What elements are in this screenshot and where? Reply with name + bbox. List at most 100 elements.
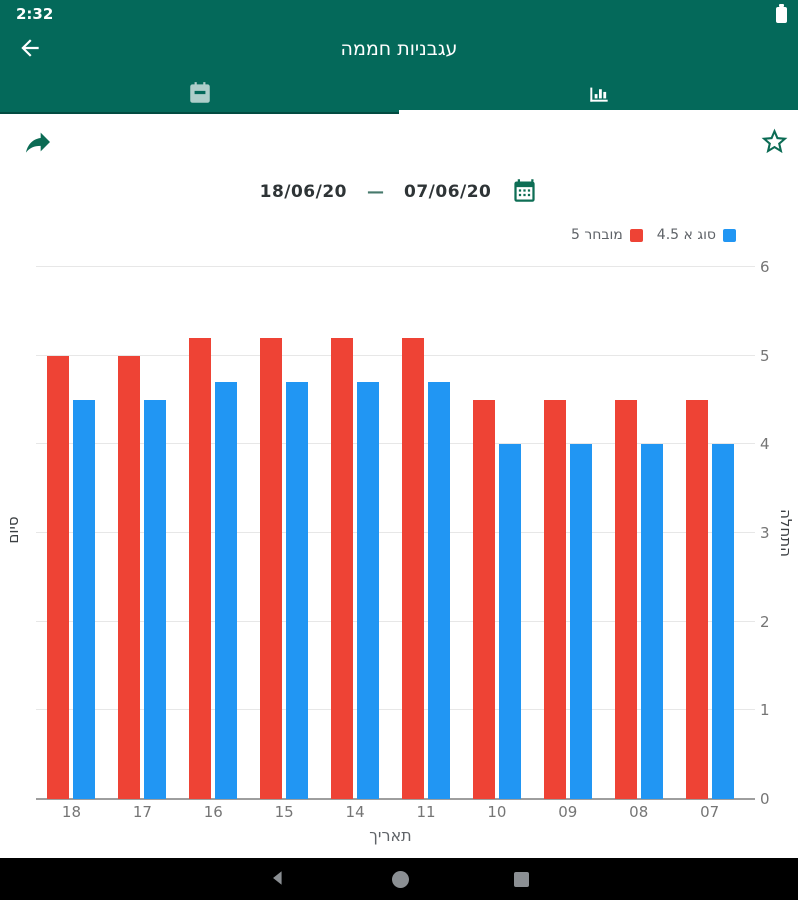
nav-home-button[interactable] xyxy=(392,870,409,888)
gridline xyxy=(36,266,755,267)
bar xyxy=(215,382,238,799)
status-time: 2:32 xyxy=(16,5,54,23)
bar-group xyxy=(461,267,532,799)
x-tick-label: 16 xyxy=(203,803,223,821)
date-picker-button[interactable] xyxy=(511,177,538,207)
tab-chart[interactable] xyxy=(399,72,798,114)
nav-back-button[interactable] xyxy=(269,869,287,890)
date-range-separator: — xyxy=(367,182,384,202)
x-tick-label: 11 xyxy=(416,803,436,821)
date-range-row: 07/06/20 — 18/06/20 xyxy=(0,174,798,210)
x-tick-label: 18 xyxy=(61,803,81,821)
bar-group xyxy=(391,267,462,799)
gridline xyxy=(36,709,755,711)
bar-chart-icon xyxy=(586,80,612,106)
chart-plot-area xyxy=(36,266,755,800)
legend-label: מובחר 5 xyxy=(570,227,623,243)
bar-group xyxy=(36,267,107,799)
tabbar-shadow xyxy=(0,112,399,114)
bar xyxy=(614,400,637,799)
page-title: עגבניות חממה xyxy=(340,38,458,60)
x-tick-label: 07 xyxy=(700,803,720,821)
y-tick-label: 0 xyxy=(760,790,770,808)
y-tick-label: 4 xyxy=(760,435,770,454)
share-forward-arrow-icon xyxy=(20,126,56,161)
calendar-icon xyxy=(187,80,213,106)
gridline xyxy=(36,532,755,533)
legend-chip xyxy=(723,228,736,242)
legend-item: מובחר 5 xyxy=(571,227,643,243)
bar-group xyxy=(107,267,178,799)
bar xyxy=(47,355,70,799)
y-axis-ticks: 0 1 2 3 4 5 6 xyxy=(757,258,785,808)
status-bar: 2:32 xyxy=(0,0,798,26)
nav-home-circle-icon xyxy=(392,870,409,888)
x-tick-label: 08 xyxy=(629,803,649,821)
bar xyxy=(189,337,212,799)
y-tick-label: 2 xyxy=(760,612,770,631)
bar xyxy=(640,444,663,799)
nav-back-triangle-icon xyxy=(269,869,287,890)
app-bar: עגבניות חממה xyxy=(0,26,798,72)
favorite-button[interactable] xyxy=(752,122,796,164)
bar xyxy=(472,400,495,799)
x-axis-baseline xyxy=(36,798,755,800)
bar xyxy=(569,444,592,799)
bar xyxy=(260,337,283,799)
bar xyxy=(685,400,708,799)
date-range-start[interactable]: 07/06/20 xyxy=(404,182,492,202)
android-nav-bar xyxy=(0,858,798,900)
y-tick-label: 3 xyxy=(760,524,770,542)
bar-group xyxy=(178,267,249,799)
bar xyxy=(543,400,566,799)
legend-chip xyxy=(629,228,643,242)
y-tick-label: 6 xyxy=(760,258,770,276)
share-button[interactable] xyxy=(16,122,60,164)
chart-legend: סוג א 4.5 מובחר 5 xyxy=(571,227,736,243)
bar xyxy=(144,400,167,799)
bar-group xyxy=(603,267,674,799)
header: 2:32 עגבניות חממה xyxy=(0,0,798,114)
x-tick-label: 14 xyxy=(345,803,365,821)
x-axis-ticks: 18 17 16 15 14 11 10 09 08 07 xyxy=(36,803,745,821)
bar-group xyxy=(249,267,320,799)
bar-group xyxy=(674,267,745,799)
bar xyxy=(357,382,380,799)
x-tick-label: 17 xyxy=(132,803,152,821)
bar xyxy=(331,337,354,799)
bar xyxy=(73,400,96,799)
bar xyxy=(427,382,450,799)
bar xyxy=(286,382,309,799)
nav-recents-square-icon xyxy=(514,871,529,887)
tab-calendar[interactable] xyxy=(0,72,399,114)
gridline xyxy=(36,620,755,622)
tab-bar xyxy=(0,72,798,114)
star-outline-icon xyxy=(759,126,790,160)
arrow-back-icon xyxy=(17,35,43,64)
y-axis-title-right: התחלה xyxy=(777,509,795,557)
calendar-picker-icon xyxy=(511,177,538,207)
y-tick-label: 1 xyxy=(760,701,770,720)
legend-label: סוג א 4.5 xyxy=(656,227,716,243)
back-button[interactable] xyxy=(10,29,50,69)
gridline xyxy=(36,443,755,445)
bar xyxy=(401,337,424,799)
bar-group xyxy=(320,267,391,799)
bar xyxy=(711,444,734,799)
bar-group xyxy=(532,267,603,799)
x-axis-title: תאריך xyxy=(369,826,412,845)
active-tab-indicator xyxy=(399,110,798,114)
x-tick-label: 15 xyxy=(274,803,294,821)
date-range-end[interactable]: 18/06/20 xyxy=(259,182,347,202)
gridline xyxy=(36,354,755,356)
legend-item: סוג א 4.5 xyxy=(657,227,736,243)
bar-groups xyxy=(36,267,745,799)
bar xyxy=(498,444,521,799)
battery-icon xyxy=(776,4,787,23)
y-tick-label: 5 xyxy=(760,346,770,365)
nav-recents-button[interactable] xyxy=(514,871,529,887)
x-tick-label: 09 xyxy=(558,803,578,821)
bar xyxy=(118,355,141,799)
y-axis-title-left: סיום xyxy=(4,516,22,544)
